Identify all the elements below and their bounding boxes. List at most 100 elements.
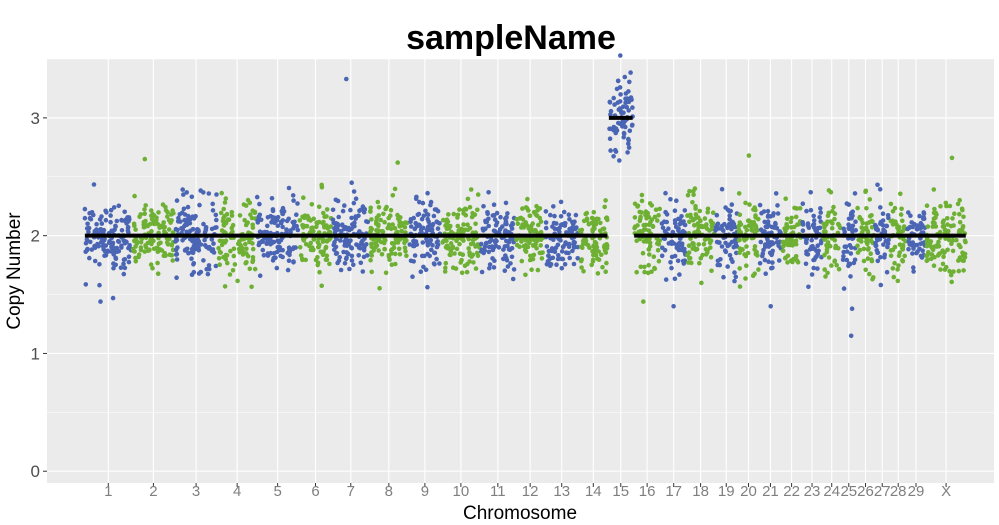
data-point xyxy=(660,225,666,231)
data-point xyxy=(102,248,108,254)
data-point xyxy=(780,239,786,245)
data-point xyxy=(882,252,887,257)
data-point xyxy=(217,238,223,244)
data-point xyxy=(196,248,202,253)
data-point xyxy=(191,262,196,267)
data-point xyxy=(811,213,816,219)
data-point xyxy=(170,258,175,263)
data-point xyxy=(533,212,539,217)
data-point xyxy=(320,239,326,244)
data-point xyxy=(284,218,290,224)
data-point xyxy=(410,274,415,280)
data-point xyxy=(959,227,965,233)
data-point xyxy=(110,241,115,247)
data-point xyxy=(577,228,583,233)
data-point xyxy=(88,216,94,222)
data-point xyxy=(432,250,437,256)
data-point xyxy=(327,229,333,235)
data-point xyxy=(533,241,538,247)
data-point xyxy=(399,228,405,234)
x-tick-label: 12 xyxy=(522,483,539,500)
data-point xyxy=(700,252,705,258)
data-point xyxy=(832,259,837,264)
data-point xyxy=(613,147,618,153)
data-point xyxy=(962,254,968,260)
data-point xyxy=(505,264,511,269)
data-point xyxy=(303,241,309,247)
data-point xyxy=(622,74,628,80)
data-point xyxy=(571,261,577,267)
data-point xyxy=(898,229,903,235)
data-point xyxy=(905,226,910,232)
data-point xyxy=(805,252,811,257)
data-point xyxy=(505,211,510,216)
data-point xyxy=(244,221,250,226)
data-point xyxy=(575,255,580,261)
data-point xyxy=(806,284,811,290)
data-point xyxy=(479,241,484,247)
data-point xyxy=(771,211,776,216)
data-point xyxy=(492,239,498,245)
data-point xyxy=(914,223,920,228)
data-point xyxy=(223,252,229,258)
data-point xyxy=(952,211,957,216)
data-point xyxy=(784,216,790,222)
data-point xyxy=(271,239,277,245)
data-point xyxy=(823,229,828,234)
data-point xyxy=(420,225,426,231)
data-point xyxy=(938,204,943,209)
data-point xyxy=(682,222,688,228)
data-point xyxy=(403,249,408,254)
data-point xyxy=(156,210,161,215)
data-point xyxy=(814,229,819,235)
data-point xyxy=(486,249,492,255)
data-point xyxy=(560,256,566,262)
data-point xyxy=(956,258,961,263)
data-point xyxy=(891,274,897,280)
data-point xyxy=(131,221,137,227)
data-point xyxy=(111,265,116,271)
data-point xyxy=(846,216,852,222)
data-point xyxy=(275,223,281,228)
outlier-point xyxy=(848,333,854,339)
data-point xyxy=(925,224,931,229)
data-point xyxy=(566,244,572,249)
data-point xyxy=(216,255,222,261)
data-point xyxy=(94,221,99,227)
data-point xyxy=(915,249,920,254)
data-point xyxy=(783,196,788,201)
data-point xyxy=(392,186,398,192)
data-point xyxy=(381,240,387,246)
data-point xyxy=(960,258,965,263)
outlier-point xyxy=(395,160,401,165)
data-point xyxy=(368,209,373,214)
data-point xyxy=(231,246,237,252)
data-point xyxy=(885,244,890,250)
data-point xyxy=(766,213,771,219)
data-point xyxy=(924,258,930,264)
data-point xyxy=(457,207,462,212)
data-point xyxy=(828,219,834,224)
data-point xyxy=(419,216,425,222)
data-point xyxy=(316,204,322,210)
data-point xyxy=(204,266,209,272)
x-tick-label: 6 xyxy=(311,483,319,500)
data-point xyxy=(121,271,127,277)
data-point xyxy=(775,211,781,216)
data-point xyxy=(598,220,603,226)
data-point xyxy=(434,244,440,250)
data-point xyxy=(175,245,180,250)
data-point xyxy=(217,262,222,268)
data-point xyxy=(884,223,889,229)
data-point xyxy=(559,265,565,271)
data-point xyxy=(221,206,226,212)
data-point xyxy=(734,250,739,256)
data-point xyxy=(315,260,321,266)
data-point xyxy=(877,187,883,192)
data-point xyxy=(103,208,108,214)
data-point xyxy=(458,260,464,265)
data-point xyxy=(745,218,751,224)
data-point xyxy=(538,219,544,224)
data-point xyxy=(825,270,830,276)
data-point xyxy=(415,212,421,218)
